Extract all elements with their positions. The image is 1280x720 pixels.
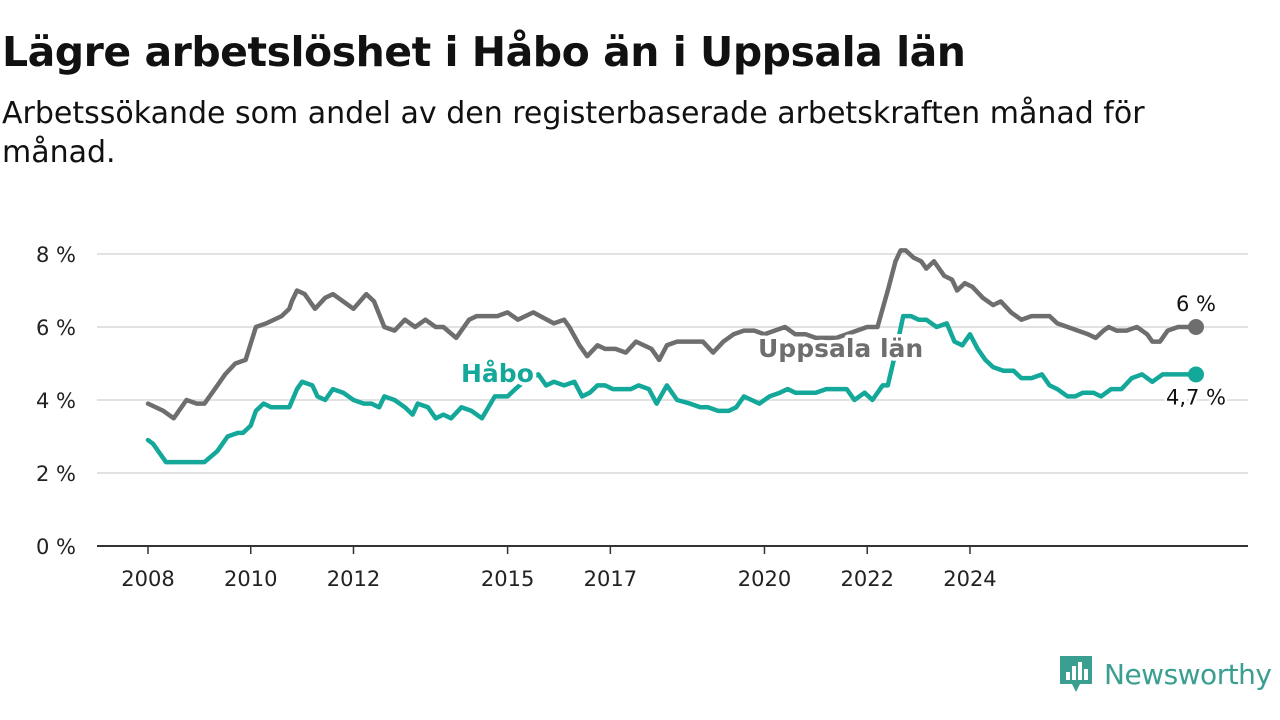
series-label: Håbo xyxy=(461,359,534,388)
series-lines xyxy=(145,248,1204,465)
y-axis-ticks: 0 % 2 % 4 % 6 % 8 % xyxy=(36,243,76,559)
x-tick-label: 2008 xyxy=(121,567,174,591)
x-tick-label: 2017 xyxy=(584,567,637,591)
y-tick-label: 8 % xyxy=(36,243,76,267)
newsworthy-logo-icon xyxy=(1060,656,1092,692)
end-point-marker xyxy=(1188,366,1204,383)
y-tick-label: 4 % xyxy=(36,389,76,413)
x-tick-label: 2015 xyxy=(481,567,534,591)
end-value-label: 6 % xyxy=(1176,292,1216,316)
end-point-marker xyxy=(1188,319,1204,335)
series-labels: Uppsala län Håbo 6 % 4,7 % xyxy=(458,290,1229,412)
y-tick-label: 6 % xyxy=(36,316,76,340)
x-tick-label: 2022 xyxy=(840,567,893,591)
series-line xyxy=(145,313,1199,465)
series-label: Uppsala län xyxy=(758,334,923,363)
y-tick-label: 0 % xyxy=(36,535,76,559)
brand-name: Newsworthy xyxy=(1104,657,1272,691)
x-tick-label: 2024 xyxy=(943,567,996,591)
brand: Newsworthy xyxy=(1058,654,1272,694)
grid-lines xyxy=(97,253,1248,474)
chart-title: Lägre arbetslöshet i Håbo än i Uppsala l… xyxy=(2,28,966,76)
x-tick-label: 2010 xyxy=(224,567,277,591)
x-axis: 2008 2010 2012 2015 2017 2020 2022 2024 xyxy=(97,545,1248,591)
chart-subtitle: Arbetssökande som andel av den registerb… xyxy=(2,96,1145,170)
y-tick-label: 2 % xyxy=(36,462,76,486)
end-value-label: 4,7 % xyxy=(1166,385,1226,409)
x-tick-label: 2020 xyxy=(738,567,791,591)
series-line xyxy=(145,248,1199,421)
x-tick-label: 2012 xyxy=(327,567,380,591)
